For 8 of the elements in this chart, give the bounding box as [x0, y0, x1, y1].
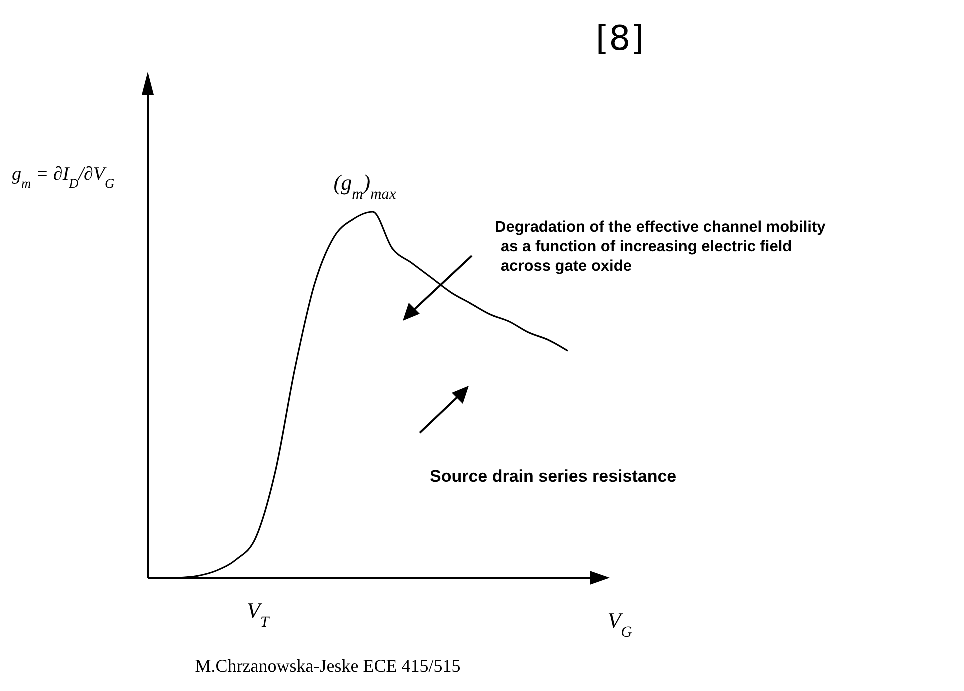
- text: [8]: [596, 19, 644, 59]
- y-axis-title: g$_{m}$ = ∂I$_{D}$/∂V$_{G}$: [12, 164, 116, 190]
- text: (g$_{m}$)$_{max}$: [334, 170, 396, 202]
- annotation: Source drain series resistance: [430, 467, 677, 486]
- text: M.Chrzanowska-Jeske ECE 415/515: [195, 656, 461, 676]
- x-axis-title: V$_{G}$: [608, 608, 632, 640]
- annotation: Degradation of the effective channel mobility as a function of increasing electric field across gate oxide: [495, 219, 826, 275]
- text: V$_{T}$: [246, 598, 270, 630]
